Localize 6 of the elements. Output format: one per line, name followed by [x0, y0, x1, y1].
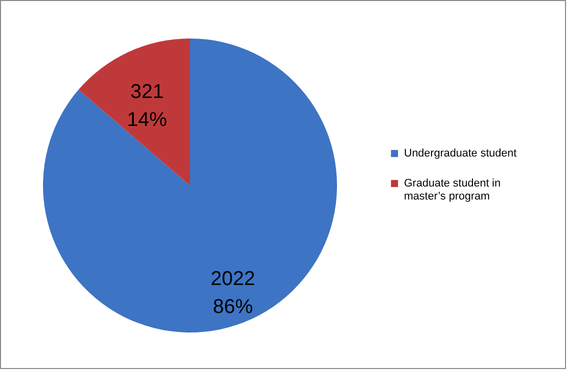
pie-slice: [43, 38, 337, 332]
legend-label: Graduate student in master’s program: [404, 178, 501, 202]
legend-label: Undergraduate student: [404, 148, 517, 160]
data-label: 321 14%: [127, 80, 168, 131]
data-label: 2022 86%: [210, 268, 256, 318]
pie-slice: [78, 38, 190, 186]
